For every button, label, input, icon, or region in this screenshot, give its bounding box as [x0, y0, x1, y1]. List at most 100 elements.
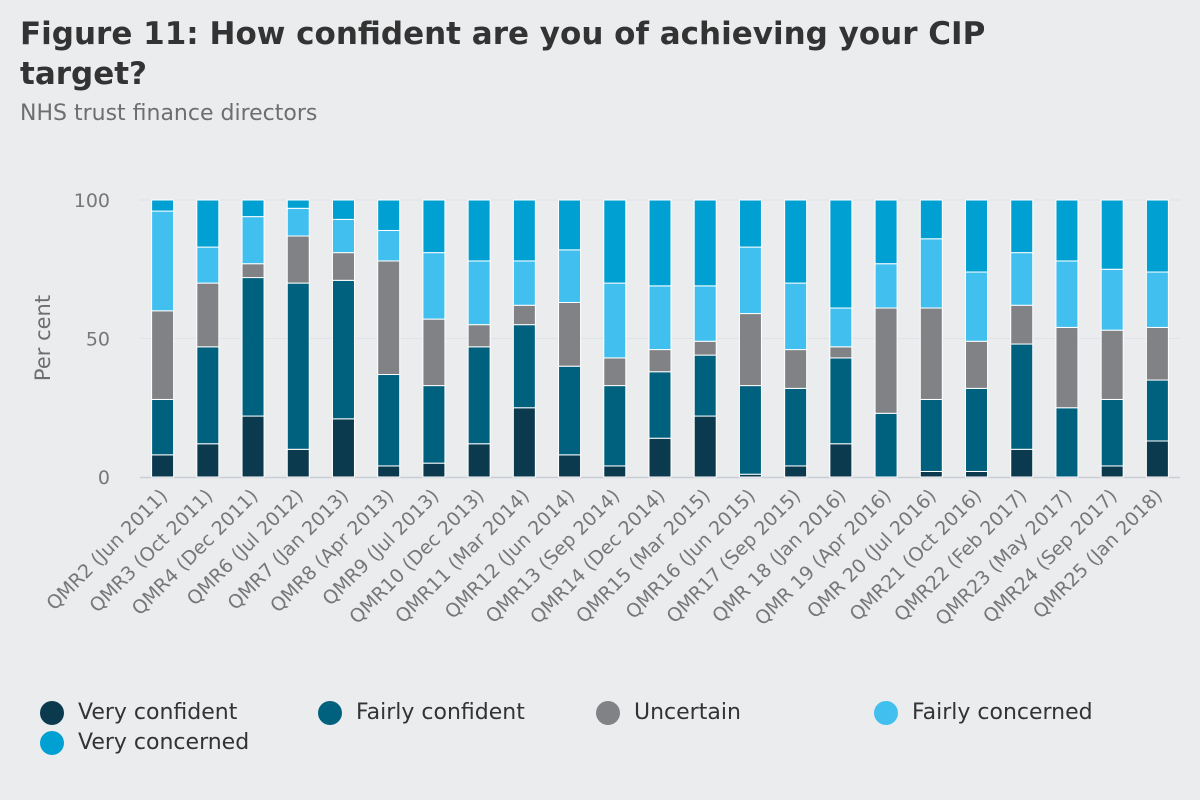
- bar-segment: [241, 263, 265, 279]
- bar-segment: [241, 415, 265, 478]
- bar-segment: [648, 285, 672, 351]
- bar-segment: [1010, 304, 1034, 345]
- bar-segment: [558, 249, 582, 303]
- bar-segment: [1100, 199, 1124, 270]
- bar-segment: [196, 282, 220, 348]
- bar-segment: [377, 199, 401, 231]
- bar-segment: [467, 346, 491, 445]
- bar-segment: [784, 349, 808, 389]
- bar-segment: [151, 199, 175, 212]
- bar-segment: [1100, 465, 1124, 478]
- bar-segment: [874, 263, 898, 309]
- bar-segment: [1145, 440, 1169, 478]
- y-axis-title: Per cent: [31, 295, 55, 381]
- bar-segment: [919, 470, 943, 478]
- bar-segment: [919, 238, 943, 309]
- y-tick-label: 100: [74, 190, 110, 212]
- bar-segment: [738, 199, 762, 248]
- bar-segment: [558, 301, 582, 367]
- bar-segment: [965, 387, 989, 472]
- bar-segment: [965, 340, 989, 389]
- bar-segment: [151, 398, 175, 456]
- bar-segment: [377, 260, 401, 376]
- legend-item: Very confident: [40, 700, 237, 725]
- bar-segment: [1055, 260, 1079, 328]
- bar-segment: [377, 465, 401, 478]
- bar-segment: [512, 407, 536, 478]
- bar-segment: [151, 454, 175, 478]
- bar-segment: [241, 277, 265, 417]
- bar-segment: [1100, 398, 1124, 467]
- bar-segment: [829, 357, 853, 445]
- legend-item: Uncertain: [596, 700, 741, 725]
- legend-label: Very confident: [78, 700, 238, 725]
- y-tick-label: 0: [98, 467, 110, 489]
- legend-item: Very concerned: [40, 730, 249, 755]
- bar-segment: [422, 318, 446, 387]
- bar-segment: [1010, 448, 1034, 478]
- bar-segment: [693, 415, 717, 478]
- chart-subtitle: NHS trust finance directors: [20, 101, 318, 126]
- legend-label: Fairly concerned: [912, 700, 1093, 725]
- bar-segment: [738, 385, 762, 475]
- bar-segment: [196, 199, 220, 248]
- bar-segment: [919, 307, 943, 400]
- legend-swatch: [40, 700, 64, 725]
- bar-segment: [648, 371, 672, 439]
- bar-segment: [738, 246, 762, 315]
- bar-segment: [829, 199, 853, 309]
- bar-segment: [1055, 407, 1079, 478]
- bar-segment: [1100, 268, 1124, 331]
- bar-segment: [286, 199, 310, 209]
- bar-segment: [422, 385, 446, 464]
- bar-segment: [196, 346, 220, 445]
- bar-segment: [693, 285, 717, 342]
- bar-segment: [784, 199, 808, 284]
- bar-segment: [648, 437, 672, 478]
- bar-segment: [422, 462, 446, 478]
- bar-segment: [693, 354, 717, 417]
- legend-label: Fairly confident: [356, 700, 525, 725]
- bar-segment: [965, 470, 989, 478]
- legend-item: Fairly concerned: [874, 700, 1093, 725]
- bar-segment: [331, 199, 355, 220]
- bar-segment: [1145, 326, 1169, 381]
- y-tick-label: 50: [86, 329, 110, 351]
- bar-segment: [512, 260, 536, 306]
- bar-segment: [196, 246, 220, 284]
- bar-segment: [603, 465, 627, 478]
- bar-segment: [286, 207, 310, 237]
- bar-segment: [648, 199, 672, 287]
- bar-segment: [1010, 199, 1034, 254]
- bar-segment: [874, 307, 898, 414]
- legend-swatch: [40, 730, 64, 755]
- bar-segment: [1010, 252, 1034, 306]
- bar-segment: [377, 374, 401, 467]
- bar-segment: [558, 365, 582, 456]
- bar-segment: [512, 304, 536, 326]
- bar-segment: [603, 282, 627, 359]
- bar-segment: [829, 346, 853, 359]
- bar-segment: [603, 199, 627, 284]
- bar-segment: [1145, 199, 1169, 273]
- bar-segment: [693, 340, 717, 356]
- bar-segment: [422, 252, 446, 320]
- legend-item: Fairly confident: [318, 700, 525, 725]
- bar-segment: [1145, 271, 1169, 328]
- bar-segment: [784, 387, 808, 467]
- bar-segment: [603, 385, 627, 467]
- bar-segment: [467, 443, 491, 478]
- bar-segment: [693, 199, 717, 287]
- bar-segment: [151, 210, 175, 312]
- bar-segment: [241, 199, 265, 218]
- bar-segment: [286, 282, 310, 450]
- bar-segment: [241, 216, 265, 265]
- bar-segment: [965, 271, 989, 342]
- bar-segment: [467, 324, 491, 348]
- bar-segment: [422, 199, 446, 254]
- bar-segment: [512, 199, 536, 262]
- bar-segment: [874, 412, 898, 478]
- bar-segment: [874, 199, 898, 265]
- bar-segment: [558, 199, 582, 251]
- bar-segment: [738, 313, 762, 387]
